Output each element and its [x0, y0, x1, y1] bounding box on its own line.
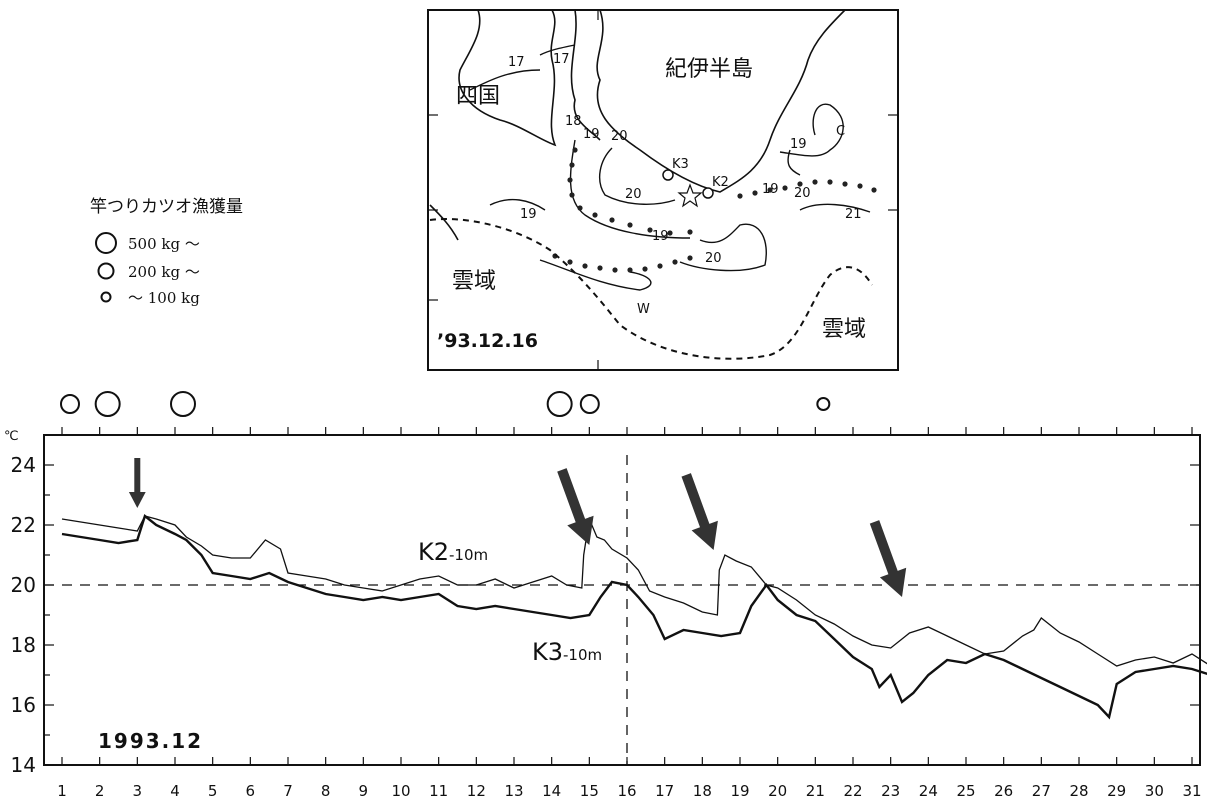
map-date: ’93.12.16: [437, 330, 538, 352]
x-tick-label: 1: [57, 782, 67, 800]
y-tick-label: 22: [11, 513, 36, 537]
x-tick-label: 6: [246, 782, 256, 800]
isotherm-label: 19: [583, 127, 600, 142]
series-label-k2: K2-10m: [418, 538, 488, 566]
x-tick-label: 26: [994, 782, 1013, 800]
map-frame: [427, 9, 899, 371]
map-inset: K3 K2 17 17 18 19 20 20 19 19 20 19 20 2…: [427, 9, 899, 371]
arrow-icon: [869, 520, 907, 597]
x-tick-label: 28: [1069, 782, 1088, 800]
x-tick-label: 2: [95, 782, 105, 800]
x-tick-label: 13: [504, 782, 523, 800]
sst-chart: 1 2 3 4 5 6 7 8 9 10 11 12 13 14 15 16 17 18 19 20 21 22 23 24 2…: [4, 427, 1207, 800]
catch-legend: 竿つりカツオ漁獲量 500 kg ～ 200 kg ～ ～ 100 kg: [90, 197, 243, 307]
legend-circle-medium: [97, 262, 115, 280]
x-tick-label: 17: [655, 782, 674, 800]
isotherm-label: 21: [845, 207, 862, 222]
region-label-cloud-right: 雲域: [822, 317, 866, 342]
isotherm-label: 20: [611, 129, 628, 144]
isotherm-label: 20: [705, 251, 722, 266]
x-tick-label: 18: [693, 782, 712, 800]
series-line-k2: [61, 515, 1207, 667]
catch-marker: [546, 391, 573, 417]
legend-circle-small: [100, 291, 112, 303]
series-label-k3: K3-10m: [532, 638, 602, 666]
isotherm-label: 18: [565, 114, 582, 129]
arrow-icon: [557, 468, 594, 545]
y-unit-label: ℃: [4, 429, 19, 444]
isotherm-label: 19: [790, 137, 807, 152]
x-tick-label: 27: [1032, 782, 1051, 800]
x-tick-label: 20: [768, 782, 787, 800]
x-tick-label: 11: [429, 782, 448, 800]
station-label-k3: K3: [672, 157, 689, 172]
catch-marker: [170, 391, 196, 417]
x-tick-label: 16: [617, 782, 636, 800]
station-k2-marker: [702, 187, 714, 199]
y-tick-label: 18: [11, 633, 36, 657]
arrow-icon: [128, 458, 146, 508]
catch-marker: [579, 394, 600, 414]
catch-marker: [60, 394, 80, 414]
series-line-k3: [61, 513, 1207, 720]
catch-marker: [94, 391, 121, 417]
isotherm-label: 20: [794, 186, 811, 201]
legend-circle-large: [95, 232, 117, 254]
x-tick-label: 15: [580, 782, 599, 800]
star-icon: [677, 183, 703, 208]
y-axis-ticks: 14 16 18 20 22 24: [11, 453, 1200, 777]
region-label-cold: C: [836, 124, 845, 139]
period-label: 1993.12: [98, 729, 203, 753]
x-tick-label: 21: [806, 782, 825, 800]
x-tick-label: 19: [730, 782, 749, 800]
isotherm-label: 17: [508, 55, 525, 70]
y-tick-label: 14: [11, 753, 36, 777]
thermal-front: [552, 147, 877, 273]
catch-marker: [816, 397, 831, 411]
catch-markers: [60, 391, 831, 417]
x-tick-label: 5: [208, 782, 218, 800]
legend-label: ～ 100 kg: [128, 289, 200, 307]
x-tick-label: 30: [1145, 782, 1164, 800]
isotherm-label: 17: [553, 52, 570, 67]
x-tick-label: 14: [542, 782, 561, 800]
region-label-kii: 紀伊半島: [665, 57, 753, 82]
x-tick-label: 25: [956, 782, 975, 800]
legend-title: 竿つりカツオ漁獲量: [90, 197, 243, 217]
x-tick-label: 24: [919, 782, 938, 800]
x-axis-ticks: 1 2 3 4 5 6 7 8 9 10 11 12 13 14 15 16 17 18 19 20 21 22 23 24 2…: [57, 427, 1202, 800]
y-tick-label: 24: [11, 453, 36, 477]
station-label-k2: K2: [712, 175, 729, 190]
legend-label: 500 kg ～: [128, 235, 200, 253]
coastline-shikoku: [458, 9, 557, 147]
coastline-kii: [596, 9, 846, 193]
x-tick-label: 9: [359, 782, 369, 800]
legend-label: 200 kg ～: [128, 263, 200, 281]
plot-frame: [43, 434, 1201, 766]
x-tick-label: 10: [391, 782, 410, 800]
arrow-icon: [681, 473, 718, 550]
region-label-cloud-left: 雲域: [452, 269, 496, 294]
isotherm-label: 19: [762, 182, 779, 197]
x-tick-label: 3: [133, 782, 143, 800]
y-tick-label: 16: [11, 693, 36, 717]
isotherm-label: 19: [652, 229, 669, 244]
x-tick-label: 12: [467, 782, 486, 800]
region-label-shikoku: 四国: [456, 84, 500, 109]
y-tick-label: 20: [11, 573, 36, 597]
isotherm-label: 19: [520, 207, 537, 222]
x-tick-label: 7: [283, 782, 293, 800]
x-tick-label: 22: [843, 782, 862, 800]
x-tick-label: 8: [321, 782, 331, 800]
region-label-warm: W: [637, 302, 650, 317]
x-tick-label: 4: [170, 782, 180, 800]
cloud-boundary-left: [429, 218, 873, 360]
x-tick-label: 29: [1107, 782, 1126, 800]
station-k3-marker: [662, 169, 674, 181]
x-tick-label: 23: [881, 782, 900, 800]
x-tick-label: 31: [1182, 782, 1201, 800]
isotherm-label: 20: [625, 187, 642, 202]
arrows: [128, 458, 907, 597]
